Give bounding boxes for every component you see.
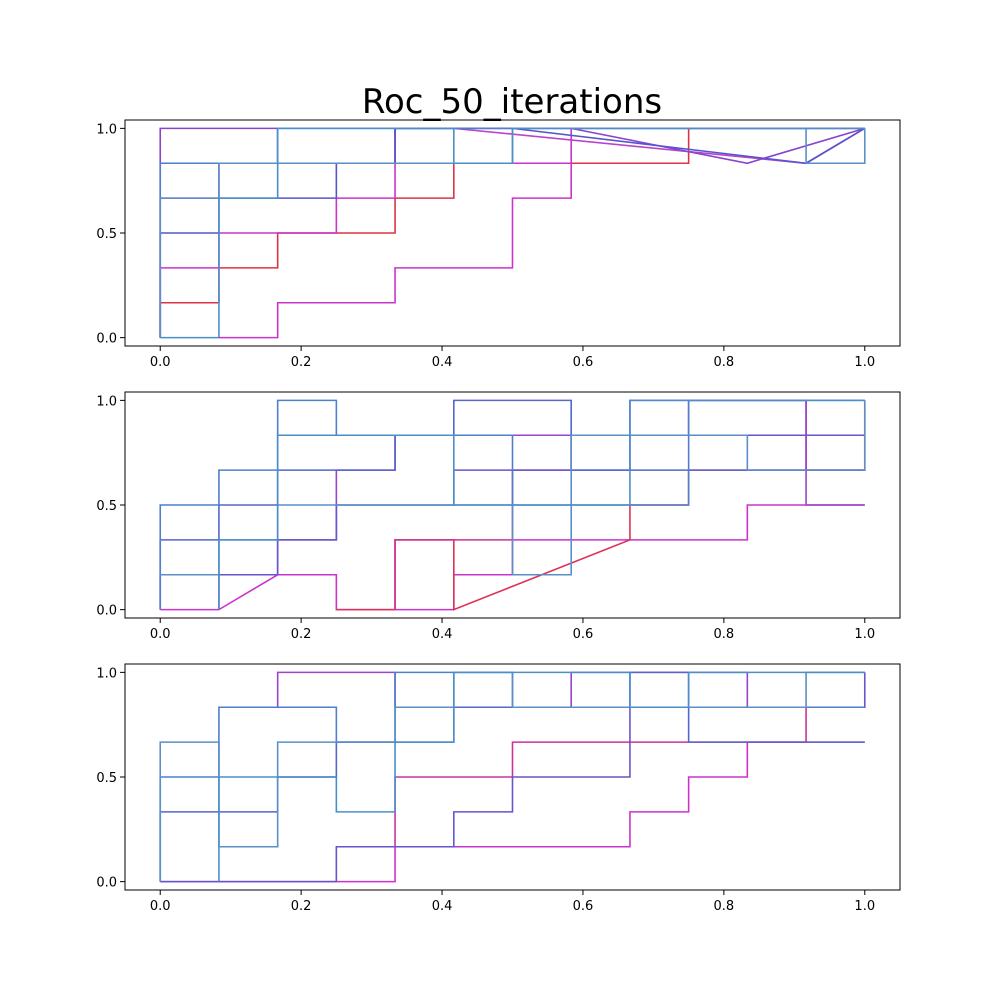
y-tick-label: 0.0 bbox=[96, 332, 117, 347]
roc-curve-line-8 bbox=[160, 127, 865, 339]
x-tick-label: 0.0 bbox=[150, 899, 171, 914]
x-tick-label: 1.0 bbox=[854, 899, 875, 914]
roc-series-group bbox=[159, 399, 866, 611]
x-tick-label: 0.2 bbox=[291, 899, 312, 914]
roc-series-group bbox=[159, 671, 866, 883]
x-tick-label: 0.4 bbox=[432, 899, 453, 914]
x-tick-label: 0.6 bbox=[573, 627, 594, 642]
x-tick-label: 0.8 bbox=[714, 355, 735, 370]
roc-curve-line-3 bbox=[276, 671, 865, 709]
roc-curve-line-8 bbox=[218, 671, 865, 882]
roc-curve-line-7 bbox=[159, 399, 865, 610]
y-tick-label: 0.5 bbox=[96, 771, 117, 786]
y-tick-label: 1.0 bbox=[96, 666, 117, 681]
roc-subplot-3: 0.0 0.2 0.4 0.6 0.8 1.0 0.0 0.5 1.0 bbox=[96, 663, 901, 914]
y-tick-label: 0.0 bbox=[96, 876, 117, 891]
x-tick-label: 0.4 bbox=[432, 355, 453, 370]
x-tick-label: 0.2 bbox=[291, 627, 312, 642]
y-tick-label: 0.5 bbox=[96, 499, 117, 514]
roc-subplot-2: 0.0 0.2 0.4 0.6 0.8 1.0 0.0 0.5 1.0 bbox=[96, 391, 901, 642]
x-tick-label: 0.2 bbox=[291, 355, 312, 370]
x-tick-label: 0.8 bbox=[714, 899, 735, 914]
roc-subplot-1: 0.0 0.2 0.4 0.6 0.8 1.0 0.0 0.5 1.0 bbox=[96, 119, 901, 370]
figure-title: Roc_50_iterations bbox=[362, 82, 662, 122]
y-tick-label: 0.0 bbox=[96, 604, 117, 619]
roc-series-group bbox=[159, 127, 866, 339]
x-tick-label: 0.6 bbox=[573, 355, 594, 370]
y-tick-label: 1.0 bbox=[96, 394, 117, 409]
x-tick-label: 0.6 bbox=[573, 899, 594, 914]
y-tick-label: 1.0 bbox=[96, 122, 117, 137]
x-tick-label: 1.0 bbox=[854, 627, 875, 642]
roc-curve-line-1 bbox=[160, 741, 865, 883]
x-tick-label: 0.8 bbox=[714, 627, 735, 642]
x-tick-label: 0.0 bbox=[150, 355, 171, 370]
x-tick-label: 0.4 bbox=[432, 627, 453, 642]
x-tick-label: 0.0 bbox=[150, 627, 171, 642]
roc-curve-line-9 bbox=[218, 163, 572, 339]
roc-curve-line-9 bbox=[218, 399, 865, 610]
x-tick-label: 1.0 bbox=[854, 355, 875, 370]
y-tick-label: 0.5 bbox=[96, 227, 117, 242]
